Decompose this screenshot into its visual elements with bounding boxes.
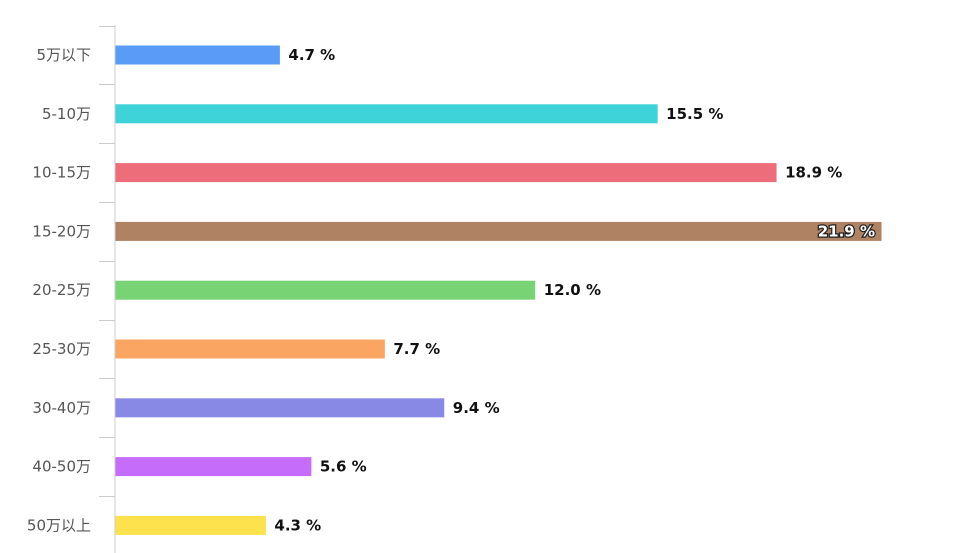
value-label: 9.4 % (453, 399, 500, 417)
category-label: 40-50万 (32, 458, 91, 476)
value-label: 12.0 % (544, 281, 601, 299)
bar (115, 104, 658, 124)
category-label: 30-40万 (32, 399, 91, 417)
bars-group (115, 45, 882, 535)
bar (115, 221, 882, 241)
value-label: 15.5 % (666, 105, 723, 123)
bar (115, 280, 536, 300)
category-label: 10-15万 (32, 164, 91, 182)
value-label: 5.6 % (320, 458, 367, 476)
bar (115, 45, 280, 65)
value-label: 7.7 % (393, 340, 440, 358)
category-label: 5-10万 (42, 105, 91, 123)
category-label: 25-30万 (32, 340, 91, 358)
bar (115, 339, 385, 359)
value-label: 4.7 % (288, 46, 335, 64)
value-label: 18.9 % (785, 164, 842, 182)
value-label: 4.3 % (274, 516, 321, 534)
value-label: 21.9 % (818, 222, 875, 240)
bar (115, 398, 445, 418)
labels-group: 5万以下 4.7 % 5-10万 15.5 % 10-15万 18.9 % 15-20万 21… (27, 46, 876, 534)
bar (115, 457, 312, 477)
bar (115, 515, 266, 535)
category-label: 15-20万 (32, 222, 91, 240)
y-axis (99, 25, 116, 553)
category-label: 20-25万 (32, 281, 91, 299)
category-label: 5万以下 (36, 46, 91, 64)
category-label: 50万以上 (27, 516, 91, 534)
bar (115, 163, 777, 183)
